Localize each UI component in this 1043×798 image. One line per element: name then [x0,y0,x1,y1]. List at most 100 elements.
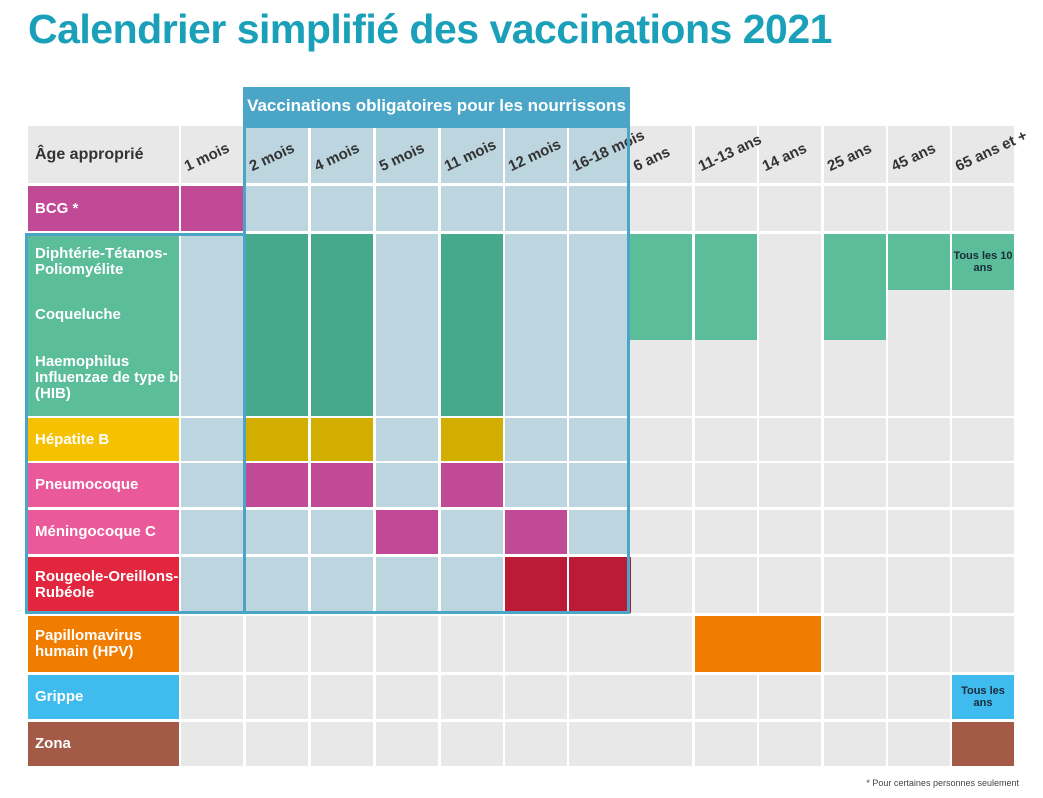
grid-cell [824,463,886,507]
grid-cell [311,186,373,231]
vaccine-label: Haemophilus Influenzae de type b (HIB) [35,353,179,402]
grid-cell [824,675,886,719]
age-label-text: 12 mois [505,135,564,175]
grid-cell [569,463,631,507]
age-header-cell [246,126,308,183]
grid-cell [630,463,692,507]
grid-cell [569,234,631,416]
grid-cell [505,234,567,416]
age-header-cell [695,126,757,183]
hepb-mark [441,418,503,461]
grid-cell [695,186,757,231]
vaccine-label: Grippe [28,675,179,719]
age-label-text: 6 ans [630,143,673,175]
vaccine-label: BCG * [28,186,179,231]
age-label: 6 ans [630,126,692,183]
grid-cell [952,616,1014,672]
grid-cell [952,510,1014,554]
grid-cell [888,186,950,231]
grid-cell [630,675,692,719]
grid-cell [311,616,373,672]
age-label-text: 65 ans et + [952,126,1030,175]
ror-mark [569,557,631,613]
grid-cell [376,557,438,613]
age-header-cell [181,126,243,183]
grid-cell [376,418,438,461]
age-label: 1 mois [181,126,243,183]
grid-cell [441,557,503,613]
pneumo-mark [441,463,503,507]
age-label: 16-18 mois [569,126,647,183]
grid-cell [759,463,821,507]
age-label: 14 ans [759,126,821,183]
age-label-text: 4 mois [311,139,363,175]
vaccine-label: Diphtérie-Tétanos-Poliomyélite [35,245,168,278]
grid-cell [888,510,950,554]
age-header-cell [952,126,1014,183]
age-label: 25 ans [824,126,886,183]
dtp-booster-mark [888,234,950,290]
age-header-cell [311,126,373,183]
age-label-text: 1 mois [181,139,233,175]
mandatory-vaccinations-banner: Vaccinations obligatoires pour les nourr… [243,87,630,125]
grid-cell [952,463,1014,507]
grid-cell [311,557,373,613]
dtp-coq-booster-mark [695,234,757,340]
grid-cell [376,186,438,231]
grid-cell [246,722,308,766]
grid-cell [630,186,692,231]
grid-cell [376,616,438,672]
age-label-text: 5 mois [376,139,428,175]
grid-cell [695,722,757,766]
grid-cell [311,722,373,766]
grid-cell [181,234,243,416]
grid-cell [759,722,821,766]
grid-cell [246,675,308,719]
grid-cell [630,616,692,672]
grid-cell [630,557,692,613]
grid-cell [630,722,692,766]
dtp-booster-mark [952,234,1014,290]
dtp-coq-booster-mark [630,234,692,340]
age-label: 11 mois [441,126,503,183]
age-label-text: 2 mois [246,139,298,175]
grid-cell [888,675,950,719]
grid-cell [759,418,821,461]
grid-cell [181,675,243,719]
grid-cell [441,675,503,719]
hpv-mark [695,616,821,672]
pneumo-mark [246,463,308,507]
grid-cell [569,616,631,672]
grid-cell [246,186,308,231]
grid-cell [569,510,631,554]
dtp-65-note: Tous les 10 ans [953,250,1013,274]
vaccine-label: Coqueluche [35,306,121,323]
grid-cell [376,722,438,766]
age-header-cell [376,126,438,183]
grid-cell [759,557,821,613]
grippe-mark [952,675,1014,719]
grid-cell [246,616,308,672]
grid-cell [505,675,567,719]
age-header-cell [759,126,821,183]
grid-cell [441,722,503,766]
vaccine-label-bg [28,234,179,416]
grid-cell [569,418,631,461]
grid-cell [441,186,503,231]
grid-cell [569,675,631,719]
dtp-infant-mark [246,234,308,416]
grid-cell [695,510,757,554]
age-header-cell [888,126,950,183]
grid-cell [759,186,821,231]
grid-cell [695,557,757,613]
grid-cell [888,557,950,613]
grid-cell [376,234,438,416]
grid-cell [376,675,438,719]
grid-cell [952,557,1014,613]
grid-cell [759,675,821,719]
grid-cell [888,722,950,766]
dtp-infant-mark [441,234,503,416]
grid-cell [824,510,886,554]
age-label: 11-13 ans [695,126,764,183]
